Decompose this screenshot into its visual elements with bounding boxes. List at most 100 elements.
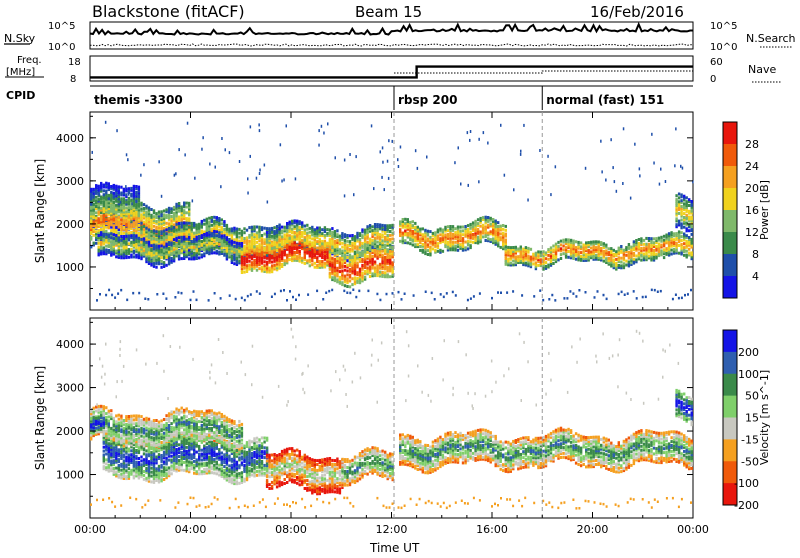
heatmap-cell: [250, 155, 252, 158]
heatmap-cell: [598, 241, 600, 244]
heatmap-cell: [623, 249, 625, 252]
heatmap-cell: [651, 133, 653, 136]
heatmap-cell: [358, 290, 360, 293]
heatmap-cell: [324, 242, 326, 245]
heatmap-cell: [194, 177, 196, 180]
heatmap-cell: [244, 299, 246, 302]
heatmap-cell: [118, 216, 120, 219]
heatmap-cell: [349, 285, 351, 288]
heatmap-cell: [120, 249, 122, 252]
heatmap-cell: [415, 149, 417, 152]
heatmap-cell: [600, 247, 602, 250]
heatmap-cell: [399, 228, 401, 231]
heatmap-cell: [291, 236, 293, 239]
heatmap-cell: [356, 262, 358, 265]
heatmap-cell: [263, 238, 265, 241]
heatmap-cell: [492, 237, 494, 240]
heatmap-cell: [130, 244, 132, 247]
heatmap-cell: [264, 164, 266, 167]
heatmap-cell: [181, 205, 183, 208]
heatmap-cell: [384, 256, 386, 259]
heatmap-cell: [103, 201, 105, 204]
heatmap-cell: [680, 199, 682, 202]
heatmap-cell: [412, 220, 414, 223]
heatmap-cell: [422, 233, 424, 236]
heatmap-cell: [513, 188, 515, 191]
heatmap-cell: [690, 289, 692, 292]
heatmap-cell: [680, 243, 682, 246]
heatmap-cell: [464, 246, 466, 249]
heatmap-cell: [160, 266, 162, 269]
heatmap-cell: [364, 229, 366, 232]
heatmap-cell: [398, 291, 400, 294]
nsky-label: N.Sky: [4, 32, 36, 45]
heatmap-cell: [108, 217, 110, 220]
heatmap-cell: [490, 238, 492, 241]
heatmap-cell: [271, 227, 273, 230]
heatmap-cell: [120, 239, 122, 242]
heatmap-cell: [311, 226, 313, 229]
heatmap-cell: [628, 251, 630, 254]
heatmap-cell: [373, 187, 375, 190]
heatmap-cell: [263, 264, 265, 267]
heatmap-cell: [295, 299, 297, 302]
heatmap-cell: [552, 254, 554, 257]
heatmap-cell: [280, 143, 282, 146]
heatmap-cell: [125, 193, 127, 196]
heatmap-cell: [271, 242, 273, 245]
heatmap-cell: [336, 251, 338, 254]
heatmap-cell: [247, 295, 249, 298]
heatmap-cell: [191, 246, 193, 249]
heatmap-cell: [487, 232, 489, 235]
heatmap-cell: [525, 262, 527, 265]
heatmap-cell: [248, 240, 250, 243]
heatmap-cell: [253, 245, 255, 248]
heatmap-cell: [349, 254, 351, 257]
heatmap-cell: [336, 239, 338, 242]
heatmap-cell: [150, 248, 152, 251]
heatmap-cell: [443, 296, 445, 299]
heatmap-cell: [548, 298, 550, 301]
heatmap-cell: [616, 190, 618, 193]
heatmap-cell: [645, 243, 647, 246]
heatmap-cell: [432, 232, 434, 235]
heatmap-cell: [328, 290, 330, 293]
heatmap-cell: [409, 242, 411, 245]
heatmap-cell: [168, 251, 170, 254]
heatmap-cell: [105, 121, 107, 124]
heatmap-cell: [271, 231, 273, 234]
heatmap-cell: [341, 246, 343, 249]
heatmap-cell: [474, 220, 476, 223]
heatmap-cell: [490, 217, 492, 220]
heatmap-cell: [314, 228, 316, 231]
heatmap-cell: [344, 233, 346, 236]
heatmap-cell: [382, 146, 384, 149]
heatmap-cell: [329, 268, 331, 271]
heatmap-cell: [125, 235, 127, 238]
heatmap-cell: [161, 195, 163, 198]
heatmap-cell: [674, 164, 676, 167]
heatmap-cell: [575, 240, 577, 243]
heatmap-cell: [622, 182, 624, 185]
heatmap-cell: [686, 254, 688, 257]
heatmap-cell: [364, 270, 366, 273]
heatmap-cell: [575, 246, 577, 249]
heatmap-cell: [492, 218, 494, 221]
heatmap-cell: [680, 193, 682, 196]
heatmap-cell: [545, 257, 547, 260]
heatmap-cell: [150, 260, 152, 263]
heatmap-cell: [188, 233, 190, 236]
heatmap-cell: [213, 251, 215, 254]
heatmap-cell: [193, 222, 195, 225]
heatmap-cell: [376, 293, 378, 296]
heatmap-cell: [417, 243, 419, 246]
heatmap-cell: [366, 251, 368, 254]
heatmap-cell: [296, 238, 298, 241]
heatmap-cell: [346, 240, 348, 243]
heatmap-cell: [181, 257, 183, 260]
heatmap-cell: [379, 233, 381, 236]
heatmap-cell: [296, 220, 298, 223]
heatmap-cell: [374, 245, 376, 248]
heatmap-cell: [216, 250, 218, 253]
heatmap-cell: [105, 197, 107, 200]
